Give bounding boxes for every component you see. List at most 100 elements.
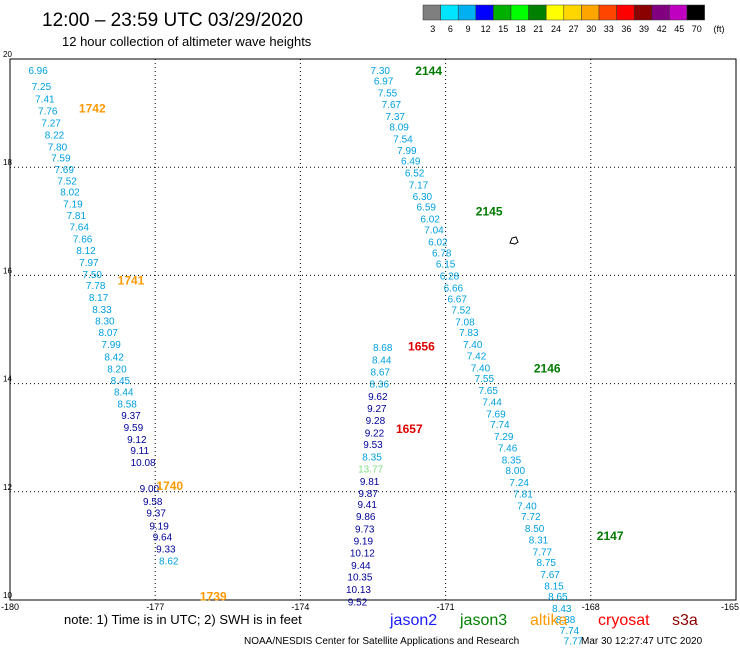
swh-value-point: 7.37	[386, 112, 406, 123]
swh-value-point: 9.19	[149, 521, 169, 532]
swh-value-point: 7.44	[482, 397, 502, 408]
colorbar-swatch	[528, 4, 547, 21]
swh-value-point: 9.41	[357, 500, 377, 511]
swh-value-point: 6.15	[436, 259, 456, 270]
swh-value-point: 8.38	[556, 615, 576, 626]
legend-entry-jason3: jason3	[459, 612, 507, 629]
swh-values: 6.967.257.417.767.278.227.807.597.697.52…	[28, 66, 583, 648]
swh-value-point: 8.35	[502, 455, 522, 466]
swh-value-point: 7.08	[455, 317, 475, 328]
swh-value-point: 9.37	[121, 411, 141, 422]
swh-value-point: 7.78	[86, 281, 106, 292]
pass-time-label: 1741	[118, 274, 145, 288]
swh-value-point: 9.58	[143, 497, 163, 508]
swh-value-point: 7.83	[459, 328, 479, 339]
swh-value-point: 6.28	[440, 271, 460, 282]
swh-value-point: 9.81	[360, 477, 380, 488]
y-tick-label: 10	[3, 591, 12, 600]
swh-value-point: 7.40	[517, 501, 537, 512]
swh-value-point: 8.43	[552, 604, 572, 615]
footer-credit: NOAA/NESDIS Center for Satellite Applica…	[244, 636, 519, 647]
pass-time-label: 2146	[534, 361, 561, 375]
swh-value-point: 8.75	[537, 558, 557, 569]
swh-value-point: 7.46	[498, 443, 518, 454]
swh-value-point: 7.99	[101, 340, 121, 351]
swh-value-point: 7.76	[38, 106, 58, 117]
colorbar-label: 70	[692, 24, 702, 34]
swh-value-point: 9.64	[153, 533, 173, 544]
swh-value-point: 9.19	[354, 536, 374, 547]
y-tick-label: 18	[3, 158, 12, 167]
colorbar-swatch	[686, 4, 705, 21]
y-tick-label: 14	[3, 375, 12, 384]
colorbar-unit: (ft)	[714, 24, 725, 34]
swh-value-point: 7.74	[560, 626, 580, 637]
swh-value-point: 7.55	[378, 89, 398, 100]
swh-value-point: 7.81	[513, 489, 533, 500]
swh-value-point: 9.27	[367, 404, 387, 415]
y-tick-label: 16	[3, 266, 12, 275]
swh-value-point: 7.30	[371, 66, 391, 77]
swh-value-point: 8.30	[95, 316, 115, 327]
colorbar-label: 18	[516, 24, 526, 34]
colorbar: 3 6 9 12 15 18 21 24 27 30 33 36 39 42 45 70 (ft)	[422, 4, 725, 34]
swh-value-point: 13.77	[358, 465, 383, 476]
swh-value-point: 9.12	[127, 435, 147, 446]
swh-value-point: 7.40	[471, 363, 491, 374]
x-tick-label: -174	[291, 602, 309, 612]
swh-value-point: 7.74	[490, 420, 510, 431]
swh-value-point: 9.28	[366, 416, 386, 427]
swh-value-point: 10.08	[131, 458, 156, 469]
colorbar-label: 6	[448, 24, 453, 34]
swh-value-point: 8.45	[111, 376, 131, 387]
colorbar-label: 42	[657, 24, 667, 34]
swh-value-point: 9.44	[351, 561, 371, 572]
swh-value-point: 9.73	[355, 525, 375, 536]
swh-value-point: 7.69	[486, 409, 506, 420]
colorbar-label: 45	[674, 24, 684, 34]
colorbar-swatch	[545, 4, 565, 21]
swh-value-point: 8.58	[117, 400, 137, 411]
swh-value-point: 9.87	[358, 489, 378, 500]
swh-value-point: 8.65	[548, 592, 568, 603]
colorbar-swatch	[493, 4, 512, 21]
swh-value-point: 6.66	[444, 283, 464, 294]
swh-value-point: 7.41	[35, 94, 55, 105]
swh-value-point: 7.81	[67, 211, 87, 222]
swh-value-point: 8.35	[362, 453, 382, 464]
swh-value-point: 8.31	[529, 535, 549, 546]
swh-value-point: 7.65	[478, 386, 498, 397]
colorbar-swatch	[651, 4, 670, 21]
swh-value-point: 7.19	[63, 199, 83, 210]
pass-time-label: 1656	[408, 340, 435, 354]
swh-value-point: 8.44	[114, 388, 134, 399]
colorbar-label: 39	[639, 24, 649, 34]
swh-value-point: 8.00	[506, 466, 526, 477]
satellite-legend: jason2 jason3 altika cryosat s3a	[389, 612, 698, 629]
pass-time-label: 1740	[156, 479, 183, 493]
x-tick-label: -180	[1, 602, 19, 612]
swh-value-point: 7.80	[48, 143, 68, 154]
colorbar-label: 9	[465, 24, 470, 34]
swh-value-point: 7.52	[451, 305, 471, 316]
swh-value-point: 7.67	[540, 570, 560, 581]
swh-value-point: 7.99	[397, 146, 417, 157]
swh-value-point: 8.09	[389, 123, 409, 134]
swh-value-point: 7.97	[79, 258, 99, 269]
y-tick-label: 12	[3, 483, 12, 492]
swh-value-point: 7.27	[41, 118, 61, 129]
swh-value-point: 6.96	[28, 66, 48, 77]
swh-value-point: 8.62	[159, 557, 179, 568]
swh-value-point: 8.20	[107, 364, 127, 375]
swh-value-point: 7.50	[83, 270, 103, 281]
colorbar-label: 36	[621, 24, 631, 34]
x-tick-label: -177	[146, 602, 164, 612]
swh-value-point: 7.54	[393, 135, 413, 146]
colorbar-label: 33	[604, 24, 614, 34]
swh-value-point: 9.37	[146, 508, 166, 519]
swh-value-point: 6.49	[401, 157, 421, 168]
colorbar-swatch	[457, 4, 477, 21]
footer-timestamp: Mar 30 12:27:47 UTC 2020	[581, 636, 703, 647]
colorbar-label: 24	[551, 24, 561, 34]
